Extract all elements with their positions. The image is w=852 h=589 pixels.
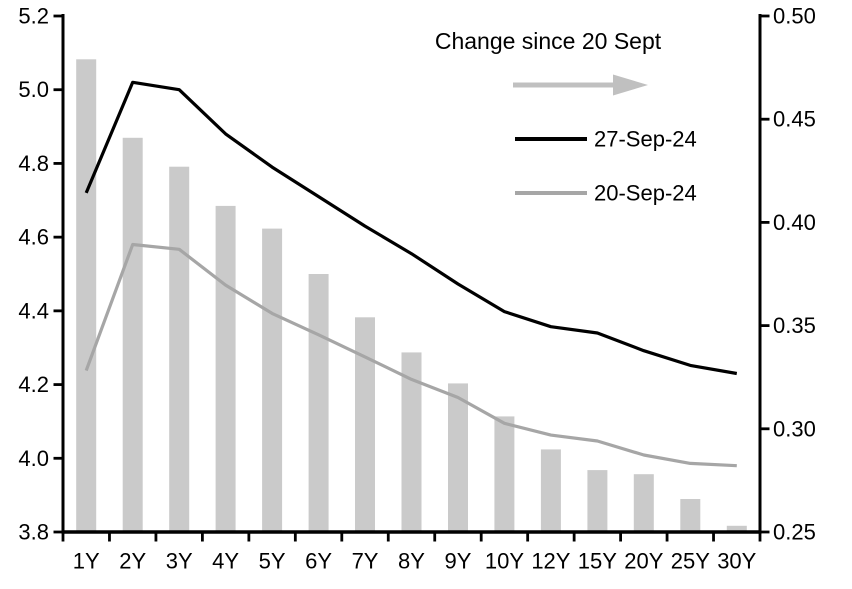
bar-30Y: [726, 525, 747, 532]
x-axis-category-label: 2Y: [119, 549, 146, 574]
left-axis-tick-label: 3.8: [18, 520, 49, 545]
x-axis-category-label: 9Y: [445, 549, 472, 574]
left-axis-tick-label: 4.0: [18, 446, 49, 471]
bar-25Y: [680, 499, 701, 532]
left-axis-tick-label: 4.2: [18, 372, 49, 397]
x-axis-category-label: 7Y: [352, 549, 379, 574]
right-axis-tick-label: 0.25: [773, 520, 816, 545]
x-axis-category-label: 30Y: [717, 549, 756, 574]
bar-9Y: [448, 383, 468, 532]
bars-layer: [76, 59, 747, 533]
x-axis-category-label: 5Y: [259, 549, 286, 574]
legend-title: Change since 20 Sept: [435, 28, 662, 54]
x-axis-category-label: 3Y: [166, 549, 193, 574]
lines-layer: [84, 80, 738, 468]
right-arrow-head-icon: [613, 74, 648, 96]
axes-layer: 5.2 5.0 4.8 4.6 4.4 4.2 4.0 3.8 0.50 0.45 0.40 0.35…: [18, 4, 815, 574]
x-axis-category-label: 4Y: [212, 549, 239, 574]
left-axis-tick-label: 5.0: [18, 77, 49, 102]
left-axis-tick-label: 5.2: [18, 4, 49, 29]
left-axis-tick-label: 4.4: [18, 298, 49, 323]
x-axis-category-label: 6Y: [305, 549, 332, 574]
line-20-sep-24: [84, 242, 737, 468]
legend-entry-label: 27-Sep-24: [594, 127, 697, 152]
right-axis-tick-label: 0.50: [773, 4, 816, 29]
left-axis-tick-label: 4.6: [18, 225, 49, 250]
bar-7Y: [355, 317, 375, 532]
right-axis-tick-label: 0.30: [773, 416, 816, 441]
x-axis-category-label: 8Y: [398, 549, 425, 574]
legend-entry-label: 20-Sep-24: [594, 181, 697, 206]
bar-8Y: [401, 352, 422, 532]
bar-20Y: [633, 474, 654, 532]
x-axis-category-label: 25Y: [671, 549, 710, 574]
right-axis-tick-label: 0.40: [773, 210, 816, 235]
right-axis-tick-label: 0.45: [773, 107, 816, 132]
x-axis-category-label: 20Y: [624, 549, 663, 574]
bar-10Y: [494, 416, 515, 532]
bar-3Y: [169, 166, 190, 532]
x-axis-category-label: 10Y: [485, 549, 524, 574]
legend: Change since 20 Sept 27-Sep-24 20-Sep-24: [435, 28, 697, 206]
bar-1Y: [76, 59, 97, 533]
bar-2Y: [122, 137, 143, 533]
right-axis-tick-label: 0.35: [773, 313, 816, 338]
bar-12Y: [540, 449, 561, 532]
bar-4Y: [215, 205, 236, 532]
x-axis-category-label: 15Y: [578, 549, 617, 574]
bar-15Y: [587, 470, 608, 532]
x-axis-category-label: 1Y: [73, 549, 100, 574]
left-axis-tick-label: 4.8: [18, 151, 49, 176]
x-axis-category-label: 12Y: [531, 549, 570, 574]
line-27-sep-24: [84, 80, 738, 376]
bar-6Y: [308, 274, 329, 532]
bar-5Y: [262, 228, 283, 532]
